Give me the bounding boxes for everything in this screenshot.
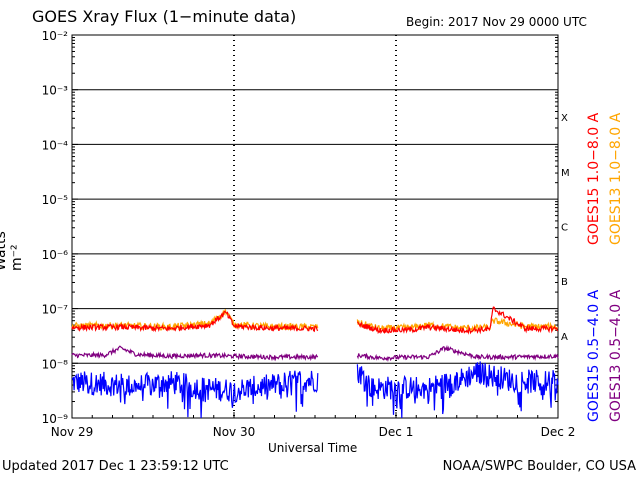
series-line-2 (71, 370, 319, 419)
x-tick-label: Dec 1 (379, 425, 414, 439)
begin-time: Begin: 2017 Nov 29 0000 UTC (406, 15, 587, 29)
legend-goes15-long: GOES15 1.0−8.0 A (586, 112, 602, 245)
legend-goes13-short: GOES13 0.5−4.0 A (608, 289, 624, 422)
series-line-3 (356, 344, 559, 362)
x-tick-label: Nov 30 (213, 425, 256, 439)
x-tick-label: Dec 2 (541, 425, 576, 439)
credit-line: NOAA/SWPC Boulder, CO USA (442, 459, 636, 474)
y-tick-label: 10⁻² (42, 29, 69, 43)
legend-goes13-long: GOES13 1.0−8.0 A (608, 112, 624, 245)
x-tick-label: Nov 29 (51, 425, 94, 439)
x-axis-label: Universal Time (268, 441, 358, 455)
flare-class-label: M (561, 168, 570, 179)
y-tick-label: 10⁻⁸ (42, 357, 69, 371)
y-tick-label: 10⁻⁴ (42, 138, 69, 152)
plot-frame (71, 34, 559, 419)
y-tick-label: 10⁻⁵ (42, 193, 69, 207)
chart-title: GOES Xray Flux (1−minute data) (32, 7, 297, 26)
series-line-0 (71, 310, 319, 333)
y-tick-label: 10⁻⁶ (42, 248, 69, 262)
flare-class-label: A (561, 332, 568, 343)
y-tick-label: 10⁻⁷ (42, 303, 69, 317)
y-tick-label: 10⁻³ (42, 84, 69, 98)
series-line-2 (356, 361, 559, 419)
flare-class-label: C (561, 223, 568, 234)
series-line-0 (356, 306, 559, 335)
flare-class-label: X (561, 113, 568, 124)
flare-class-label: B (561, 277, 568, 288)
legend-goes15-short: GOES15 0.5−4.0 A (586, 289, 602, 422)
series-line-3 (71, 345, 319, 362)
updated-timestamp: Updated 2017 Dec 1 23:59:12 UTC (2, 459, 229, 474)
y-tick-label: 10⁻⁹ (42, 412, 69, 426)
